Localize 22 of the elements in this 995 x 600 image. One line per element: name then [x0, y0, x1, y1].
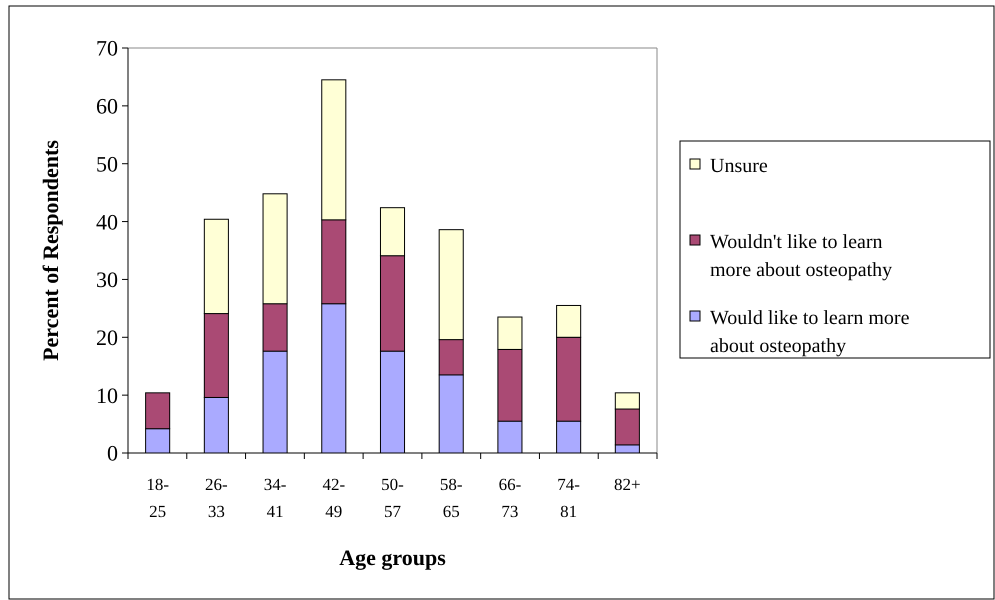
y-tick-label: 60 [96, 94, 118, 119]
y-tick-label: 30 [96, 267, 118, 292]
x-axis-title: Age groups [339, 545, 446, 570]
x-tick-label: 82+ [614, 475, 641, 494]
x-tick-label: 50-57 [381, 475, 404, 521]
y-tick-label: 40 [96, 209, 118, 234]
x-tick-label: 34-41 [264, 475, 287, 521]
x-tick-label: 18-25 [146, 475, 170, 521]
y-tick-label: 20 [96, 324, 118, 350]
legend-label: Wouldn't like to learn more about osteopathy [710, 231, 892, 281]
y-tick-label: 10 [96, 382, 118, 408]
x-tick-label: 74-81 [557, 475, 580, 521]
y-tick-label: 0 [107, 440, 118, 466]
y-tick-label: 70 [96, 36, 118, 61]
legend-label: Would like to learn more about osteopathy [710, 307, 910, 357]
x-tick-label: 42-49 [322, 475, 346, 521]
x-tick-label: 58-65 [440, 475, 463, 521]
x-tick-label: 26-33 [205, 475, 228, 521]
x-tick-label: 66-73 [498, 475, 522, 521]
legend-label: Unsure [710, 155, 768, 177]
y-axis-title: Percent of Respondents [38, 140, 63, 361]
y-tick-label: 50 [96, 151, 118, 176]
